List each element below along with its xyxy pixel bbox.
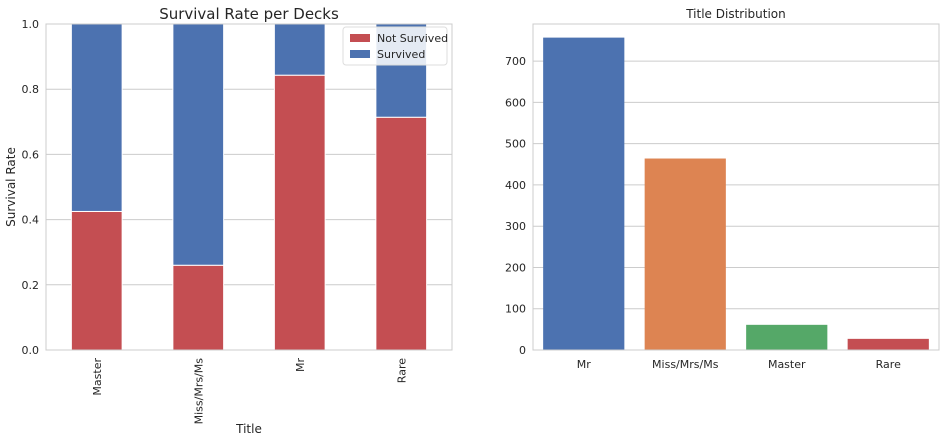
survival-rate-chart: 0.0 0.2 0.4 0.6 0.8 1.0 Master Miss/Mrs/Ms Mr Ra… [4, 5, 453, 436]
bar-survived-mr [273, 23, 326, 76]
bar-rare [847, 338, 929, 350]
bar-not-survived-rare [375, 116, 428, 351]
y-tick-label: 0.2 [22, 279, 40, 292]
plot-border [45, 23, 453, 351]
title-distribution-chart: 0 100 200 300 400 500 600 700 Mr Miss/Mrs/Ms Mast… [505, 7, 940, 371]
legend-label: Not Survived [377, 32, 448, 45]
chart-title: Survival Rate per Decks [159, 5, 339, 23]
bar-not-survived-mr [273, 74, 326, 351]
y-tick-label: 400 [505, 179, 526, 192]
y-tick-labels: 0 100 200 300 400 500 600 700 [505, 55, 526, 357]
bar-mr [543, 37, 625, 350]
bar-survived-miss-mrs-ms [172, 23, 225, 266]
bar-not-survived-miss-mrs-ms [172, 264, 225, 351]
y-tick-label: 200 [505, 261, 526, 274]
y-tick-label: 700 [505, 55, 526, 68]
x-tick-label: Master [91, 358, 104, 396]
bars [543, 37, 929, 350]
x-tick-labels: Mr Miss/Mrs/Ms Master Rare [577, 358, 901, 371]
y-tick-label: 100 [505, 303, 526, 316]
bar-master [746, 324, 828, 350]
y-tick-labels: 0.0 0.2 0.4 0.6 0.8 1.0 [22, 18, 40, 357]
legend-swatch-survived [350, 50, 370, 58]
plot-frame [532, 23, 940, 351]
legend: Not Survived Survived [342, 26, 448, 66]
y-tick-label: 0.8 [22, 83, 40, 96]
y-tick-label: 500 [505, 138, 526, 151]
x-tick-label: Miss/Mrs/Ms [192, 358, 205, 425]
y-tick-label: 0.6 [22, 148, 40, 161]
x-tick-label: Rare [395, 358, 408, 383]
y-tick-label: 300 [505, 220, 526, 233]
y-tick-label: 0.0 [22, 344, 40, 357]
x-axis-label: Title [235, 422, 262, 436]
bar-survived-master [70, 23, 123, 212]
stacked-bars [70, 23, 428, 351]
legend-label: Survived [377, 48, 425, 61]
y-tick-label: 1.0 [22, 18, 40, 31]
plot-border [532, 23, 940, 351]
x-tick-label: Master [768, 358, 806, 371]
x-tick-label: Mr [294, 358, 307, 372]
x-tick-labels: Master Miss/Mrs/Ms Mr Rare [91, 358, 409, 425]
x-tick-label: Mr [577, 358, 591, 371]
y-axis-label: Survival Rate [4, 147, 18, 227]
y-tick-label: 600 [505, 96, 526, 109]
y-tick-label: 0.4 [22, 214, 40, 227]
y-tick-label: 0 [519, 344, 526, 357]
bar-not-survived-master [70, 210, 123, 351]
x-tick-label: Rare [876, 358, 901, 371]
x-tick-label: Miss/Mrs/Ms [652, 358, 719, 371]
plot-frame [45, 23, 453, 351]
chart-title: Title Distribution [685, 7, 786, 21]
legend-swatch-not-survived [350, 34, 370, 42]
bar-miss-mrs-ms [644, 158, 726, 350]
